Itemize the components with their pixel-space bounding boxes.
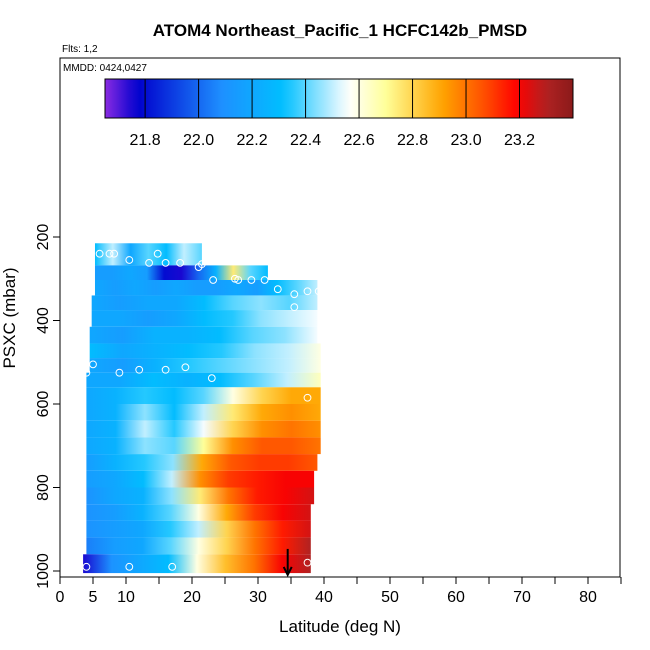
x-tick-label: 30 xyxy=(249,589,267,606)
observation-point xyxy=(231,274,239,283)
heatmap-band xyxy=(86,537,311,555)
observation-point xyxy=(125,562,134,571)
observation-point xyxy=(145,258,154,267)
chart-title: ATOM4 Northeast_Pacific_1 HCFC142b_PMSD xyxy=(153,21,527,40)
observation-point xyxy=(303,287,312,296)
heatmap-band xyxy=(91,310,318,327)
flights-label: Flts: 1,2 xyxy=(62,44,98,55)
observation-point xyxy=(314,287,323,296)
observation-point xyxy=(234,276,243,284)
observation-point xyxy=(161,258,170,267)
observation-point xyxy=(89,360,97,369)
colorbar-tick-label: 23.0 xyxy=(450,132,481,149)
plot-frame xyxy=(59,57,621,578)
heatmap-band xyxy=(86,437,321,455)
y-axis: 200 400 600 800 1000 xyxy=(35,224,60,589)
marker-layer xyxy=(282,548,293,578)
heatmap-band xyxy=(91,295,318,311)
x-axis: 0 5 10 20 30 40 50 60 70 80 xyxy=(56,577,622,606)
colorbar-tick-label: 22.2 xyxy=(237,132,268,149)
heatmap-band xyxy=(86,504,311,521)
x-axis-title: Latitude (deg N) xyxy=(279,617,401,636)
heatmap-band xyxy=(94,280,318,296)
heatmap-band xyxy=(86,470,315,488)
observation-point xyxy=(135,365,144,374)
observation-point xyxy=(105,249,114,258)
x-tick-label: 60 xyxy=(447,589,465,606)
y-axis-title: PSXC (mbar) xyxy=(0,267,19,368)
heatmap-band xyxy=(86,487,315,505)
colorbar-tick-label: 22.8 xyxy=(397,132,428,149)
marker-arrow-head xyxy=(282,566,293,578)
heatmap-band xyxy=(86,520,311,538)
observation-point xyxy=(198,260,206,269)
y-tick-label: 400 xyxy=(35,307,52,334)
colorbar-tick-label: 23.2 xyxy=(504,132,535,149)
observation-point xyxy=(290,303,299,312)
x-tick-label: 50 xyxy=(381,589,399,606)
observation-point xyxy=(153,249,162,258)
heatmap-band xyxy=(86,420,321,438)
date-label: MMDD: 0424,0427 xyxy=(63,63,147,74)
observation-point xyxy=(303,393,312,402)
heatmap-band xyxy=(86,387,321,404)
heatmap-layer xyxy=(83,243,321,574)
y-tick-label: 1000 xyxy=(35,553,52,589)
colorbar-tick-label: 22.0 xyxy=(183,132,214,149)
y-tick-label: 800 xyxy=(35,474,52,501)
heatmap-band xyxy=(83,554,311,574)
heatmap-band xyxy=(89,343,321,359)
x-tick-label: 10 xyxy=(117,589,135,606)
observation-point xyxy=(209,276,218,284)
x-tick-label: 70 xyxy=(513,589,531,606)
observation-point xyxy=(161,365,170,374)
observation-point xyxy=(303,558,312,567)
observation-point xyxy=(168,562,177,571)
observation-point xyxy=(247,276,256,284)
x-tick-label: 40 xyxy=(315,589,333,606)
heatmap-band xyxy=(86,372,321,388)
colorbar: 21.8 22.0 22.2 22.4 22.6 22.8 23.0 23.2 xyxy=(104,78,574,149)
colorbar-tick-label: 21.8 xyxy=(130,132,161,149)
observation-point xyxy=(115,368,124,377)
heatmap-band xyxy=(89,326,318,344)
x-tick-label: 0 xyxy=(56,589,65,606)
x-tick-label: 80 xyxy=(579,589,597,606)
heatmap-band xyxy=(86,454,318,471)
observation-points xyxy=(82,249,323,571)
observation-point xyxy=(273,285,282,294)
heatmap-band xyxy=(94,265,268,281)
heatmap-band xyxy=(86,404,321,421)
observation-point xyxy=(260,276,269,284)
observation-point xyxy=(176,258,185,267)
y-tick-label: 600 xyxy=(35,391,52,418)
heatmap-band xyxy=(89,358,321,373)
observation-point xyxy=(110,249,119,258)
observation-point xyxy=(181,363,190,372)
heatmap-band xyxy=(94,243,202,266)
colorbar-tick-label: 22.4 xyxy=(290,132,321,149)
observation-point xyxy=(95,249,104,258)
colorbar-tick-label: 22.6 xyxy=(343,132,374,149)
x-tick-label: 5 xyxy=(89,589,98,606)
observation-point xyxy=(207,374,216,383)
observation-point xyxy=(82,368,91,377)
colorbar-gradient xyxy=(104,78,574,119)
observation-point xyxy=(290,290,299,299)
observation-point xyxy=(125,256,134,264)
y-tick-label: 200 xyxy=(35,224,52,251)
observation-point xyxy=(82,562,91,571)
x-tick-label: 20 xyxy=(183,589,201,606)
